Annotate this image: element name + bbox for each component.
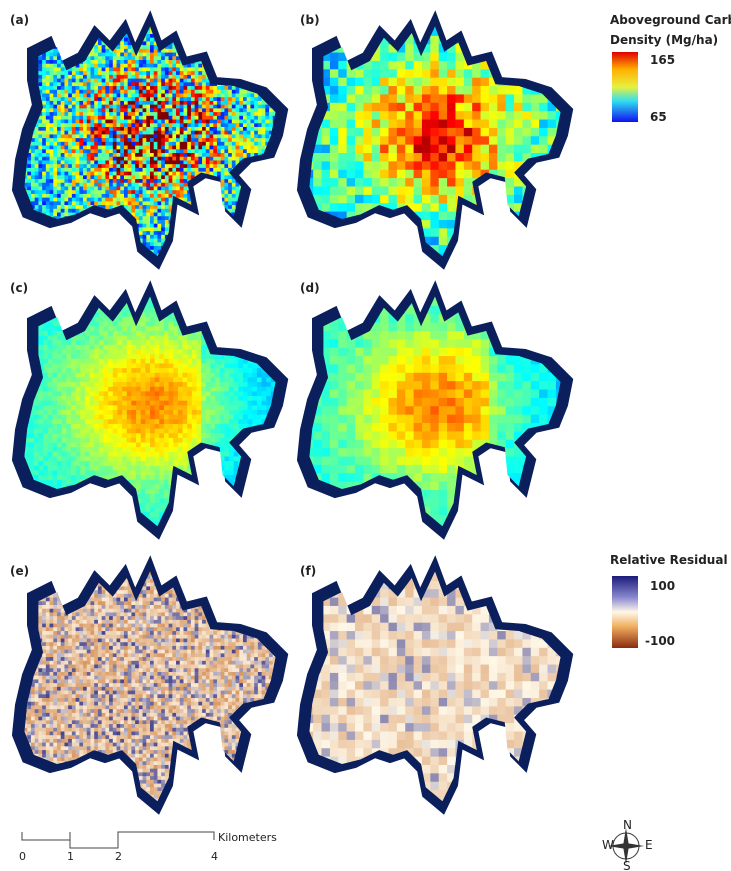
compass-w: W [602,838,614,852]
panel-label: (c) [10,281,28,295]
panel-label: (d) [300,281,320,295]
scale-unit: Kilometers [218,831,277,844]
figure: (a) (b) (c) (d) (e) (f) Aboveground Carb… [0,0,731,871]
map-panel [15,18,285,265]
panel-label: (e) [10,564,29,578]
map-panel [15,288,285,535]
scale-bar [22,832,214,848]
compass-s: S [623,859,631,871]
map-panel [15,563,285,810]
scale-label: 4 [211,850,218,863]
legend-value: -100 [645,634,675,648]
color-ramp [612,576,638,648]
legend-value: 65 [650,110,667,124]
compass-n: N [623,818,632,832]
scale-label: 0 [19,850,26,863]
panel-label: (b) [300,13,320,27]
compass-e: E [645,838,653,852]
color-ramp [612,52,638,122]
scale-label: 1 [67,850,74,863]
legend-title: Density (Mg/ha) [610,33,718,47]
panel-label: (f) [300,564,316,578]
map-panel [300,18,573,265]
legend-title: Relative Residual (%) [610,553,731,567]
legend-value: 100 [650,579,675,593]
map-panel [300,563,573,810]
panel-label: (a) [10,13,29,27]
legend-title: Aboveground Carbon [610,13,731,27]
scale-label: 2 [115,850,122,863]
map-panel [300,288,573,535]
legend-value: 165 [650,53,675,67]
